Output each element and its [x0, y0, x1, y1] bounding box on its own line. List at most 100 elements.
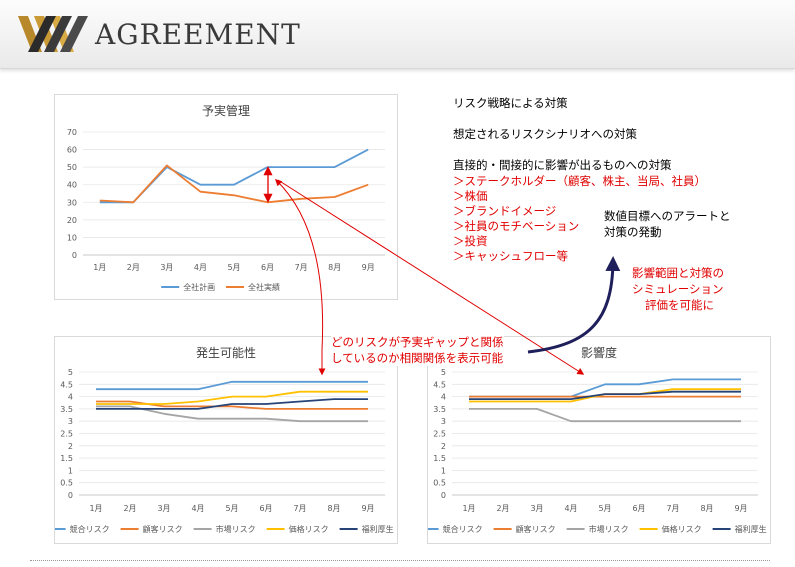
- agreement-logo: [18, 16, 88, 52]
- x-tick-label: 2月: [496, 504, 509, 513]
- x-tick-label: 1月: [462, 504, 475, 513]
- x-tick-label: 4月: [564, 504, 577, 513]
- direct-indirect-text: 直接的・間接的に影響が出るものへの対策: [453, 158, 672, 172]
- x-tick-label: 5月: [598, 504, 611, 513]
- x-tick-label: 5月: [225, 504, 238, 513]
- y-tick-label: 2.5: [60, 430, 73, 439]
- x-tick-label: 5月: [227, 263, 240, 272]
- legend-label: 全社計画: [183, 282, 215, 292]
- x-tick-label: 2月: [123, 504, 136, 513]
- x-tick-label: 6月: [259, 504, 272, 513]
- header-bar: AGREEMENT: [0, 0, 795, 69]
- x-tick-label: 6月: [261, 263, 274, 272]
- legend-label: 価格リスク: [662, 524, 702, 534]
- y-tick-label: 3: [441, 417, 446, 426]
- y-tick-label: 1: [441, 466, 446, 475]
- legend-label: 全社実績: [248, 282, 280, 292]
- y-tick-label: 0.5: [433, 479, 446, 488]
- legend-label: 顧客リスク: [516, 524, 556, 534]
- y-tick-label: 4.5: [433, 380, 446, 389]
- y-tick-label: 5: [441, 368, 446, 377]
- y-tick-label: 0: [72, 251, 77, 260]
- y-tick-label: 1.5: [60, 454, 73, 463]
- relation-text: しているのか相関関係を表示可能: [331, 350, 504, 366]
- simulation-text: シミュレーション: [632, 282, 724, 296]
- simulation-text: 影響範囲と対策の: [632, 266, 724, 280]
- legend-label: 顧客リスク: [143, 524, 183, 534]
- brand-name: AGREEMENT: [95, 18, 301, 51]
- y-tick-label: 60: [67, 146, 77, 155]
- x-tick-label: 1月: [89, 504, 102, 513]
- y-tick-label: 4: [441, 393, 446, 402]
- x-tick-label: 1月: [93, 263, 106, 272]
- x-tick-label: 7月: [293, 504, 306, 513]
- x-tick-label: 9月: [361, 504, 374, 513]
- budget-chart-panel: 予実管理 0 10 20 30 40 50 60 70 1月 2月 3月 4月 5月 6月 7月 8月 9月全社計…: [54, 94, 398, 300]
- series-line: [469, 408, 741, 423]
- legend-label: 競合リスク: [443, 524, 483, 534]
- budget-chart: 予実管理 0 10 20 30 40 50 60 70 1月 2月 3月 4月 5月 6月 7月 8月 9月全社計…: [67, 103, 385, 292]
- alert-text: 数値目標へのアラートと: [604, 209, 731, 223]
- y-tick-label: 30: [67, 198, 77, 207]
- x-tick-label: 3月: [157, 504, 170, 513]
- x-tick-label: 9月: [734, 504, 747, 513]
- y-tick-label: 1: [68, 466, 73, 475]
- y-tick-label: 0: [68, 491, 73, 500]
- x-tick-label: 3月: [530, 504, 543, 513]
- legend-label: 福利厚生: [735, 524, 767, 534]
- y-tick-label: 70: [67, 128, 77, 137]
- legend-label: 福利厚生: [362, 524, 394, 534]
- x-tick-label: 2月: [127, 263, 140, 272]
- x-tick-label: 8月: [328, 263, 341, 272]
- y-tick-label: 1.5: [433, 454, 446, 463]
- y-tick-label: 4: [68, 393, 73, 402]
- x-tick-label: 4月: [194, 263, 207, 272]
- y-tick-label: 40: [67, 181, 77, 190]
- chart-title: 発生可能性: [196, 346, 256, 360]
- y-tick-label: 20: [67, 216, 77, 225]
- impact-item: ＞投資: [453, 234, 488, 248]
- y-tick-label: 3: [68, 417, 73, 426]
- alert-text: 対策の発動: [604, 225, 662, 239]
- x-tick-label: 8月: [327, 504, 340, 513]
- impact-chart: 影響度 0 0.5 1 1.5 2 2.5 3 3.5 4 4.5 5 1月 2月 3月 4月 5月 6月 7月 8月…: [428, 345, 767, 534]
- y-tick-label: 5: [68, 368, 73, 377]
- legend-label: 市場リスク: [589, 524, 629, 534]
- x-tick-label: 6月: [632, 504, 645, 513]
- y-tick-label: 3.5: [433, 405, 446, 414]
- likelihood-chart-panel: 発生可能性 0 0.5 1 1.5 2 2.5 3 3.5 4 4.5 5 1月 2月 3月 4月 5月 6月 7月…: [54, 336, 398, 544]
- y-tick-label: 10: [67, 233, 77, 242]
- chart-title: 予実管理: [202, 103, 250, 118]
- x-tick-label: 8月: [700, 504, 713, 513]
- x-tick-label: 3月: [160, 263, 173, 272]
- scenario-text: 想定されるリスクシナリオへの対策: [453, 127, 637, 141]
- y-tick-label: 3.5: [60, 405, 73, 414]
- chart-title: 影響度: [581, 345, 617, 360]
- y-tick-label: 2: [441, 442, 446, 451]
- legend-label: 市場リスク: [216, 524, 256, 534]
- x-tick-label: 7月: [666, 504, 679, 513]
- y-tick-label: 4.5: [60, 380, 73, 389]
- relation-text: どのリスクが予実ギャップと関係: [331, 334, 504, 350]
- likelihood-chart: 発生可能性 0 0.5 1 1.5 2 2.5 3 3.5 4 4.5 5 1月 2月 3月 4月 5月 6月 7月…: [55, 346, 394, 534]
- impact-item: ＞社員のモチベーション: [453, 219, 580, 233]
- y-tick-label: 0.5: [60, 479, 73, 488]
- impact-item: ＞ブランドイメージ: [453, 204, 557, 218]
- impact-chart-panel: 影響度 0 0.5 1 1.5 2 2.5 3 3.5 4 4.5 5 1月 2月 3月 4月 5月 6月 7月 8月…: [427, 336, 771, 544]
- y-tick-label: 0: [441, 491, 446, 500]
- impact-item: ＞ステークホルダー（顧客、株主、当局、社員）: [453, 174, 706, 188]
- x-tick-label: 4月: [191, 504, 204, 513]
- series-line: [96, 398, 368, 410]
- x-tick-label: 9月: [362, 263, 375, 272]
- series-line: [96, 390, 368, 405]
- strategy-text: リスク戦略による対策: [453, 96, 568, 110]
- footer-divider: [30, 560, 770, 561]
- simulation-text: 評価を可能に: [645, 298, 714, 312]
- y-tick-label: 2: [68, 442, 73, 451]
- x-tick-label: 7月: [295, 263, 308, 272]
- legend-label: 価格リスク: [289, 524, 329, 534]
- series-line: [96, 380, 368, 391]
- legend-label: 競合リスク: [70, 524, 110, 534]
- y-tick-label: 50: [67, 163, 77, 172]
- impact-item: ＞キャッシュフロー等: [453, 249, 568, 263]
